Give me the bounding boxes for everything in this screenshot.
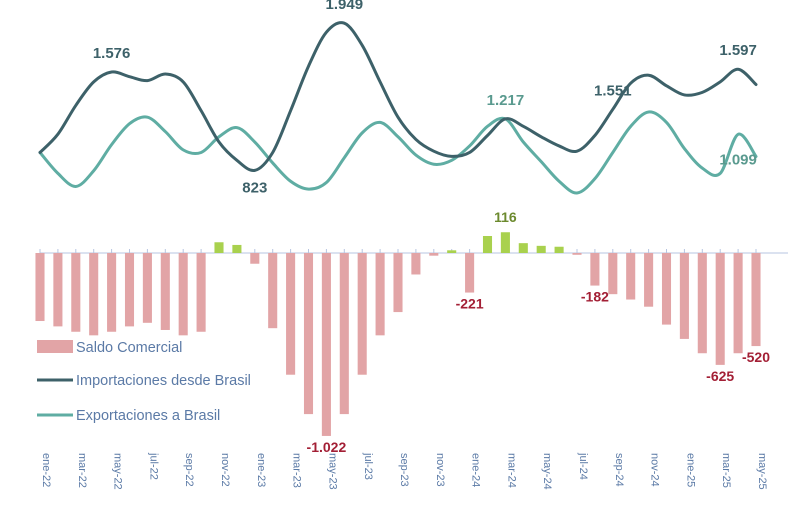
svg-text:1.597: 1.597 — [719, 42, 757, 59]
svg-text:mar-25: mar-25 — [720, 453, 732, 488]
svg-text:823: 823 — [242, 179, 267, 196]
svg-text:Exportaciones a Brasil: Exportaciones a Brasil — [76, 408, 220, 424]
svg-text:1.099: 1.099 — [719, 151, 757, 168]
svg-text:jul-23: jul-23 — [362, 452, 374, 480]
svg-text:nov-24: nov-24 — [649, 453, 661, 487]
svg-text:may-24: may-24 — [541, 453, 553, 490]
svg-text:mar-24: mar-24 — [505, 453, 517, 488]
svg-text:ene-25: ene-25 — [684, 453, 696, 487]
svg-text:1.551: 1.551 — [594, 82, 632, 99]
svg-text:1.217: 1.217 — [487, 92, 525, 109]
svg-text:sep-24: sep-24 — [613, 453, 625, 487]
svg-text:ene-22: ene-22 — [40, 453, 52, 487]
svg-text:-520: -520 — [742, 349, 770, 365]
svg-text:116: 116 — [494, 209, 517, 225]
svg-text:sep-22: sep-22 — [183, 453, 195, 487]
svg-text:1.949: 1.949 — [326, 0, 364, 13]
svg-text:-221: -221 — [456, 296, 484, 312]
svg-text:ene-24: ene-24 — [470, 453, 482, 487]
svg-text:1.576: 1.576 — [93, 45, 131, 62]
svg-text:may-25: may-25 — [756, 453, 768, 490]
svg-text:ene-23: ene-23 — [255, 453, 267, 487]
svg-text:Saldo Comercial: Saldo Comercial — [76, 340, 182, 356]
svg-text:mar-22: mar-22 — [76, 453, 88, 488]
svg-text:-625: -625 — [706, 368, 734, 384]
svg-text:mar-23: mar-23 — [291, 453, 303, 488]
svg-text:nov-22: nov-22 — [219, 453, 231, 487]
svg-text:Importaciones desde Brasil: Importaciones desde Brasil — [76, 373, 251, 389]
svg-text:jul-22: jul-22 — [147, 452, 159, 480]
svg-text:sep-23: sep-23 — [398, 453, 410, 487]
svg-text:may-22: may-22 — [112, 453, 124, 490]
svg-text:-182: -182 — [581, 289, 609, 305]
svg-text:nov-23: nov-23 — [434, 453, 446, 487]
svg-text:may-23: may-23 — [326, 453, 338, 490]
svg-text:jul-24: jul-24 — [577, 452, 589, 480]
